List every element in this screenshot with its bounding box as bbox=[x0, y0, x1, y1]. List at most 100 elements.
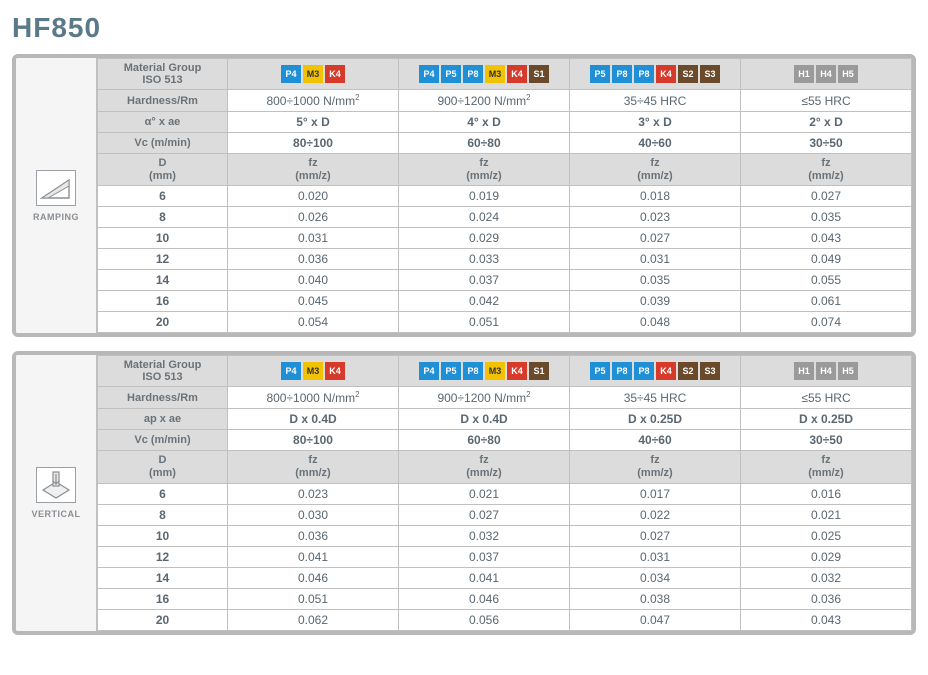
vc-v0: 80÷100 bbox=[228, 430, 399, 451]
material-badge: S3 bbox=[700, 362, 720, 380]
fz-cell: 0.038 bbox=[570, 588, 741, 609]
fz-cell: 0.030 bbox=[228, 504, 399, 525]
fz-cell: 0.049 bbox=[741, 249, 912, 270]
d-cell: 10 bbox=[98, 228, 228, 249]
fz-cell: 0.041 bbox=[399, 567, 570, 588]
fz-cell: 0.017 bbox=[570, 483, 741, 504]
label-d-v: D (mm) bbox=[98, 451, 228, 483]
d-cell: 6 bbox=[98, 483, 228, 504]
material-badge: K4 bbox=[507, 362, 527, 380]
fz-cell: 0.055 bbox=[741, 270, 912, 291]
material-badge: P4 bbox=[281, 65, 301, 83]
fz-cell: 0.027 bbox=[570, 228, 741, 249]
fz-cell: 0.035 bbox=[741, 207, 912, 228]
material-badge: H1 bbox=[794, 362, 814, 380]
label-vc-v: Vc (m/min) bbox=[98, 430, 228, 451]
fz-cell: 0.046 bbox=[228, 567, 399, 588]
fz-cell: 0.032 bbox=[399, 525, 570, 546]
ramping-label: RAMPING bbox=[33, 212, 79, 222]
fz-cell: 0.062 bbox=[228, 609, 399, 630]
material-badge: S2 bbox=[678, 65, 698, 83]
material-badge: P5 bbox=[590, 65, 610, 83]
label-fz-3: fz (mm/z) bbox=[741, 154, 912, 186]
vertical-section: VERTICAL Material Group ISO 513 P4M3K4 P… bbox=[12, 351, 916, 634]
material-badge: P8 bbox=[463, 362, 483, 380]
table-row: 140.0460.0410.0340.032 bbox=[98, 567, 912, 588]
label-fz-1: fz (mm/z) bbox=[399, 154, 570, 186]
fz-cell: 0.027 bbox=[399, 504, 570, 525]
material-badge: M3 bbox=[303, 65, 323, 83]
fz-cell: 0.023 bbox=[570, 207, 741, 228]
material-badge: P4 bbox=[281, 362, 301, 380]
ramping-table: Material Group ISO 513 P4M3K4 P4P5P8M3K4… bbox=[97, 58, 912, 333]
hardness-1: 900÷1200 N/mm2 bbox=[399, 90, 570, 112]
label-fz-v2: fz (mm/z) bbox=[570, 451, 741, 483]
label-material: Material Group ISO 513 bbox=[98, 59, 228, 90]
table-row: 160.0510.0460.0380.036 bbox=[98, 588, 912, 609]
material-badge: P8 bbox=[612, 65, 632, 83]
d-cell: 12 bbox=[98, 249, 228, 270]
hardness-v1: 900÷1200 N/mm2 bbox=[399, 387, 570, 409]
hardness-v3: ≤55 HRC bbox=[741, 387, 912, 409]
material-badge: M3 bbox=[485, 362, 505, 380]
label-vc: Vc (m/min) bbox=[98, 133, 228, 154]
fz-cell: 0.056 bbox=[399, 609, 570, 630]
ramping-rows: 60.0200.0190.0180.02780.0260.0240.0230.0… bbox=[98, 186, 912, 333]
d-cell: 14 bbox=[98, 270, 228, 291]
mat-col-v1: P4P5P8M3K4S1 bbox=[399, 356, 570, 387]
fz-cell: 0.021 bbox=[399, 483, 570, 504]
label-fz-v0: fz (mm/z) bbox=[228, 451, 399, 483]
vertical-table: Material Group ISO 513 P4M3K4 P4P5P8M3K4… bbox=[97, 355, 912, 630]
material-badge: K4 bbox=[325, 65, 345, 83]
table-row: 140.0400.0370.0350.055 bbox=[98, 270, 912, 291]
fz-cell: 0.036 bbox=[228, 249, 399, 270]
fz-cell: 0.027 bbox=[570, 525, 741, 546]
table-row: 160.0450.0420.0390.061 bbox=[98, 291, 912, 312]
material-badge: S2 bbox=[678, 362, 698, 380]
vc-3: 30÷50 bbox=[741, 133, 912, 154]
fz-cell: 0.045 bbox=[228, 291, 399, 312]
ramping-icon bbox=[36, 170, 76, 206]
mat-col-v2: P5P8P8K4S2S3 bbox=[570, 356, 741, 387]
material-badge: H5 bbox=[838, 65, 858, 83]
material-badge: K4 bbox=[656, 362, 676, 380]
fz-cell: 0.051 bbox=[228, 588, 399, 609]
axae-2: 3° x D bbox=[570, 112, 741, 133]
mat-col-2: P5P8P8K4S2S3 bbox=[570, 59, 741, 90]
table-row: 80.0300.0270.0220.021 bbox=[98, 504, 912, 525]
material-badge: K4 bbox=[507, 65, 527, 83]
table-row: 80.0260.0240.0230.035 bbox=[98, 207, 912, 228]
vertical-icon bbox=[36, 467, 76, 503]
mat-col-v0: P4M3K4 bbox=[228, 356, 399, 387]
fz-cell: 0.041 bbox=[228, 546, 399, 567]
fz-cell: 0.048 bbox=[570, 312, 741, 333]
material-badge: P4 bbox=[419, 362, 439, 380]
material-badge: P8 bbox=[463, 65, 483, 83]
material-badge: P8 bbox=[634, 65, 654, 83]
fz-cell: 0.034 bbox=[570, 567, 741, 588]
fz-cell: 0.019 bbox=[399, 186, 570, 207]
d-cell: 8 bbox=[98, 504, 228, 525]
ramping-section: RAMPING Material Group ISO 513 P4M3K4 P4… bbox=[12, 54, 916, 337]
vc-v2: 40÷60 bbox=[570, 430, 741, 451]
d-cell: 10 bbox=[98, 525, 228, 546]
fz-cell: 0.020 bbox=[228, 186, 399, 207]
ramping-side: RAMPING bbox=[16, 58, 97, 333]
fz-cell: 0.031 bbox=[228, 228, 399, 249]
table-row: 120.0410.0370.0310.029 bbox=[98, 546, 912, 567]
table-row: 60.0200.0190.0180.027 bbox=[98, 186, 912, 207]
label-fz-0: fz (mm/z) bbox=[228, 154, 399, 186]
fz-cell: 0.023 bbox=[228, 483, 399, 504]
material-badge: S3 bbox=[700, 65, 720, 83]
material-badge: S1 bbox=[529, 65, 549, 83]
d-cell: 20 bbox=[98, 312, 228, 333]
vertical-label: VERTICAL bbox=[32, 509, 81, 519]
fz-cell: 0.033 bbox=[399, 249, 570, 270]
fz-cell: 0.040 bbox=[228, 270, 399, 291]
d-cell: 12 bbox=[98, 546, 228, 567]
fz-cell: 0.051 bbox=[399, 312, 570, 333]
fz-cell: 0.022 bbox=[570, 504, 741, 525]
material-badge: P5 bbox=[590, 362, 610, 380]
label-fz-v3: fz (mm/z) bbox=[741, 451, 912, 483]
fz-cell: 0.036 bbox=[741, 588, 912, 609]
